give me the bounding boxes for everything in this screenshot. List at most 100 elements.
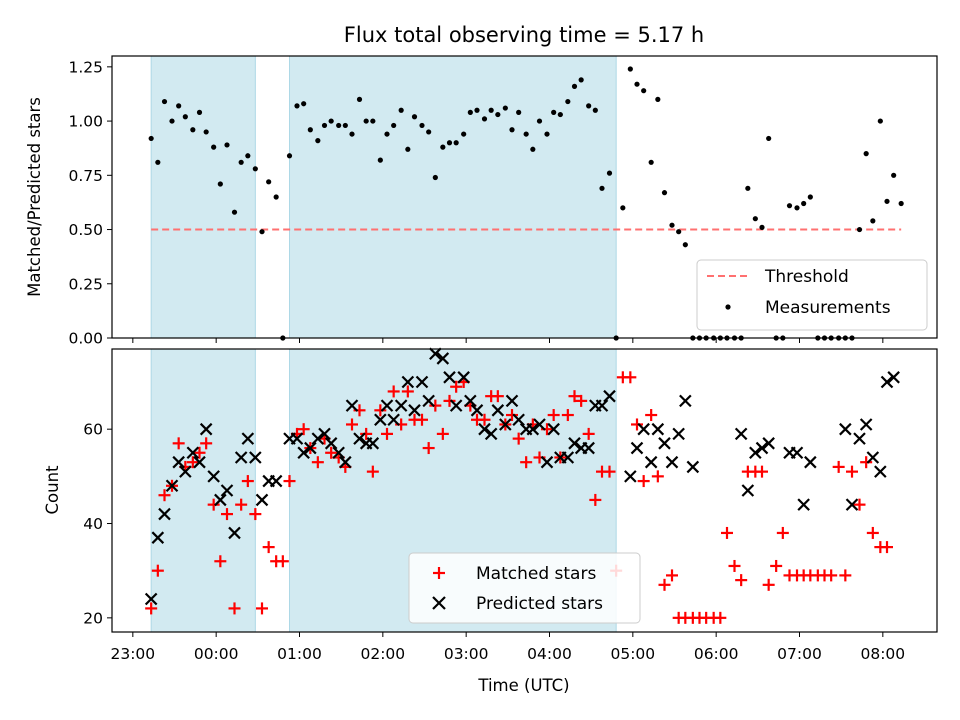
predicted-star-d2 xyxy=(436,352,450,365)
predicted-star-d2 xyxy=(603,389,616,403)
measurement-point xyxy=(315,138,321,144)
matched-star-marker xyxy=(637,475,650,488)
legend-threshold-label: Threshold xyxy=(764,267,849,287)
matched-star-marker xyxy=(881,541,893,554)
matched-star-marker xyxy=(645,409,658,422)
measurement-point xyxy=(661,190,668,196)
measurement-point xyxy=(321,122,328,129)
measurement-point xyxy=(356,96,363,102)
matched-star-marker xyxy=(853,498,866,511)
matched-star-marker xyxy=(381,427,393,440)
matched-star-marker xyxy=(450,380,463,393)
matched-star-marker xyxy=(762,578,775,591)
predicted-star-d2 xyxy=(470,404,484,417)
predicted-star-d2 xyxy=(214,493,227,507)
matched-star-marker xyxy=(249,508,262,521)
predicted-star-marker xyxy=(394,399,408,412)
measurement-point xyxy=(586,103,592,109)
measurement-point xyxy=(669,222,675,228)
bottom-x-ticks: 23:00 00:00 01:00 02:00 03:00 04:00 05:00 06:00… xyxy=(110,632,905,663)
predicted-star-d2 xyxy=(172,455,185,469)
predicted-star-marker xyxy=(845,498,859,511)
measurement-point xyxy=(405,146,411,152)
matched-star-marker xyxy=(491,390,504,403)
bottom-legend-box xyxy=(408,552,641,624)
predicted-star-marker xyxy=(228,526,241,540)
bottom-y-tick-label: 40 xyxy=(83,515,103,533)
top-legend-box xyxy=(696,259,928,331)
predicted-star-marker xyxy=(790,446,804,460)
measurement-point xyxy=(190,127,196,133)
matched-star-marker xyxy=(512,432,525,445)
measurement-point xyxy=(419,122,425,129)
predicted-star-d2 xyxy=(595,399,609,412)
predicted-star-d2 xyxy=(464,394,477,408)
matched-star-marker xyxy=(582,427,595,440)
predicted-star-marker xyxy=(686,460,700,474)
predicted-star-d2 xyxy=(290,432,304,445)
predicted-star-d2 xyxy=(199,422,213,436)
predicted-star-marker xyxy=(734,427,748,441)
measurement-point xyxy=(155,159,161,165)
predicted-star-marker xyxy=(345,399,359,412)
matched-star-marker xyxy=(256,602,268,615)
predicted-star-d2 xyxy=(387,413,400,427)
predicted-star-d2 xyxy=(366,437,380,450)
measurement-point xyxy=(349,131,355,137)
predicted-star-d2 xyxy=(457,371,470,384)
matched-star-marker xyxy=(860,456,873,469)
predicted-star-marker xyxy=(491,404,505,417)
measurement-point xyxy=(336,122,342,129)
observing-window-0 xyxy=(150,55,256,339)
measurement-point xyxy=(536,118,543,124)
measurement-points xyxy=(148,66,904,341)
matched-star-marker xyxy=(145,602,158,615)
predicted-star-d2 xyxy=(297,446,310,460)
bottom-x-tick-label: 06:00 xyxy=(694,645,739,663)
predicted-star-d2 xyxy=(755,441,769,455)
matched-star-marker xyxy=(624,371,637,384)
measurement-point xyxy=(571,83,578,89)
predicted-star-marker xyxy=(679,394,692,408)
measurement-point xyxy=(294,103,300,109)
top-x-ticks xyxy=(132,338,884,343)
predicted-star-d2 xyxy=(345,399,359,412)
bottom-x-tick-label: 04:00 xyxy=(527,645,572,663)
matched-star-marker xyxy=(416,413,428,426)
predicted-star-marker xyxy=(755,441,769,455)
predicted-star-marker xyxy=(255,493,269,507)
predicted-star-marker xyxy=(464,394,477,408)
predicted-star-d2 xyxy=(165,479,179,493)
predicted-star-marker xyxy=(484,427,498,441)
predicted-star-d2 xyxy=(762,437,775,450)
predicted-star-d2 xyxy=(484,427,498,441)
bottom-x-tick-label: 02:00 xyxy=(360,645,405,663)
predicted-stars-series xyxy=(144,347,900,606)
predicted-star-d2 xyxy=(741,484,755,497)
predicted-star-marker xyxy=(339,455,352,469)
predicted-star-d2 xyxy=(679,394,692,408)
predicted-star-d2 xyxy=(499,418,512,431)
top-axes-frame xyxy=(111,55,938,339)
predicted-star-marker xyxy=(186,446,200,460)
matched-star-marker xyxy=(443,394,456,407)
predicted-star-d2 xyxy=(193,455,206,469)
bottom-axes-frame xyxy=(111,348,938,633)
matched-star-marker xyxy=(575,394,588,407)
measurement-point xyxy=(884,198,890,204)
measurement-point xyxy=(648,159,654,165)
predicted-star-d2 xyxy=(228,526,241,540)
predicted-star-d2 xyxy=(561,451,575,464)
top-y-tick-label: 0.75 xyxy=(68,167,103,185)
measurement-point xyxy=(759,224,765,230)
measurement-point xyxy=(634,81,640,87)
predicted-star-marker xyxy=(741,484,755,497)
predicted-star-marker xyxy=(582,441,595,455)
predicted-star-d2 xyxy=(443,371,456,384)
measurement-point xyxy=(794,205,800,211)
legend-predicted-swatch xyxy=(432,596,446,610)
legend-matched-swatch xyxy=(433,567,445,579)
matched-star-marker xyxy=(200,437,213,450)
predicted-star-d2 xyxy=(797,498,810,511)
